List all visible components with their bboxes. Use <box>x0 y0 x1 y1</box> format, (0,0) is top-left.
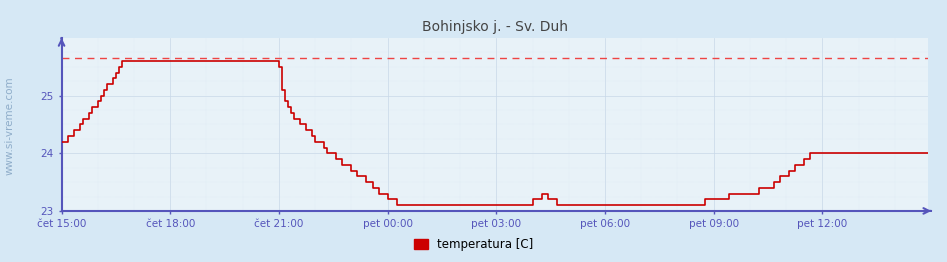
Legend: temperatura [C]: temperatura [C] <box>409 234 538 256</box>
Text: www.si-vreme.com: www.si-vreme.com <box>5 77 14 175</box>
Title: Bohinjsko j. - Sv. Duh: Bohinjsko j. - Sv. Duh <box>421 20 568 34</box>
